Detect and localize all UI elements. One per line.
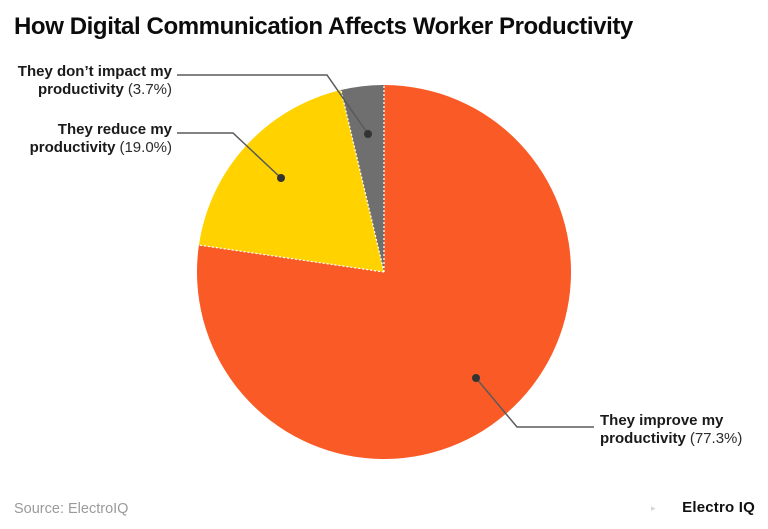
leader-dot-improve	[472, 374, 480, 382]
leader-dot-reduce	[277, 174, 285, 182]
slice-separator-3	[340, 89, 385, 273]
leader-line-reduce	[177, 132, 282, 179]
slice-label-no-impact-line1: They don’t impact my	[17, 63, 172, 80]
slice-label-no-impact: They don’t impact my productivity (3.7%)	[18, 63, 172, 99]
brand-text: Electro IQ	[682, 499, 755, 516]
leader-lines	[177, 74, 594, 428]
slice-label-no-impact-line2: productivity	[37, 81, 124, 98]
slice-label-reduce-line1: They reduce my	[57, 121, 172, 138]
source-text: Source: ElectroIQ	[14, 501, 129, 517]
leader-line-improve	[475, 377, 594, 428]
slice-label-no-impact-pct: (3.7%)	[127, 81, 172, 98]
slice-label-reduce-line2: productivity	[29, 139, 116, 156]
brand-mark-icon: ▸	[651, 503, 656, 513]
slice-label-reduce: They reduce my productivity (19.0%)	[30, 121, 172, 157]
chart-title: How Digital Communication Affects Worker…	[14, 13, 633, 40]
slice-label-improve: They improve my productivity (77.3%)	[600, 412, 742, 448]
leader-line-no-impact	[177, 74, 369, 135]
slice-separator-2	[198, 244, 385, 273]
leader-dot-no-impact	[364, 130, 372, 138]
slice-label-improve-line2: productivity	[600, 430, 686, 447]
slice-label-improve-pct: (77.3%)	[689, 430, 743, 447]
slice-label-improve-line1: They improve my	[600, 412, 724, 429]
pie-slice-2	[198, 90, 384, 272]
slice-separators	[198, 85, 385, 273]
pie-slice-3	[340, 85, 384, 272]
slice-label-reduce-pct: (19.0%)	[119, 139, 172, 156]
